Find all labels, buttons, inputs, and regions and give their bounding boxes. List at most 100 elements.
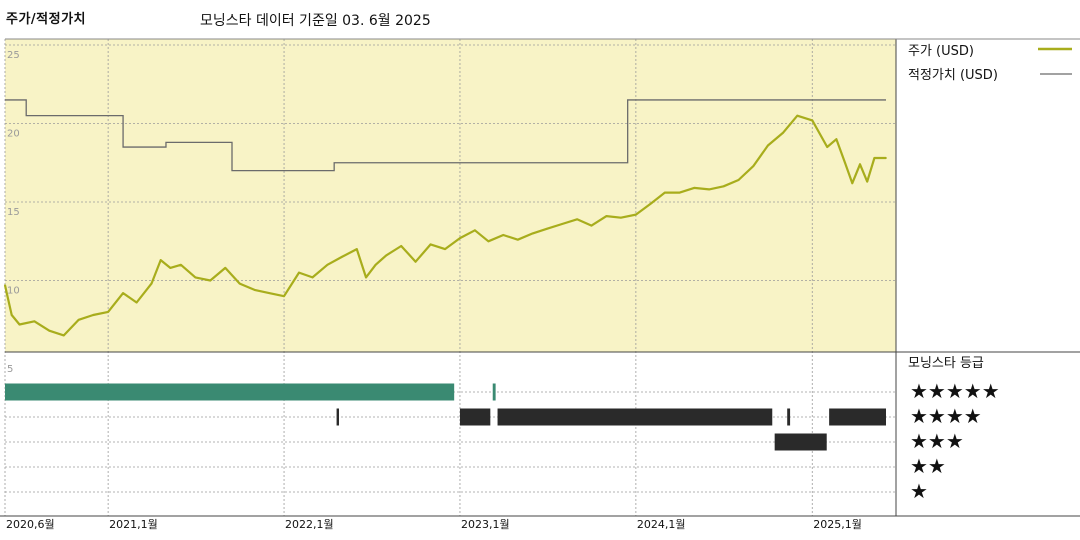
y-tick-label: 5 xyxy=(7,364,13,375)
price-point xyxy=(268,292,270,294)
price-point xyxy=(298,271,300,274)
price-point xyxy=(459,237,461,240)
star-row-1: ★ xyxy=(910,479,928,503)
price-point xyxy=(400,245,403,247)
price-point xyxy=(122,292,124,294)
price-point xyxy=(92,314,95,316)
price-point xyxy=(385,254,388,257)
price-point xyxy=(722,185,725,188)
price-point xyxy=(678,191,681,194)
rating-bar-4-star xyxy=(459,408,491,426)
price-point xyxy=(224,267,227,269)
price-point xyxy=(866,180,869,183)
y-tick-label: 25 xyxy=(7,50,20,61)
price-point xyxy=(873,157,876,159)
price-point xyxy=(635,213,637,216)
price-point xyxy=(374,263,377,266)
price-point xyxy=(238,282,241,285)
price-point xyxy=(365,276,367,279)
star-row-2: ★★ xyxy=(910,454,946,478)
price-point xyxy=(429,243,432,246)
price-point xyxy=(444,248,446,251)
price-point xyxy=(693,187,696,189)
price-point xyxy=(620,216,622,219)
price-point xyxy=(737,179,740,181)
price-point xyxy=(708,188,710,191)
rating-bar-4-star xyxy=(497,408,773,426)
price-point xyxy=(194,276,197,279)
price-point xyxy=(159,259,162,261)
page-title: 주가/적정가치 xyxy=(6,12,87,27)
price-point xyxy=(531,232,534,235)
price-point xyxy=(885,157,887,159)
price-point xyxy=(590,224,593,227)
price-point xyxy=(811,119,814,122)
price-point xyxy=(33,320,36,323)
legend-rating-label: 모닝스타 등급 xyxy=(908,356,984,371)
price-point xyxy=(487,240,490,243)
price-point xyxy=(826,146,829,148)
rating-bar-3-star xyxy=(774,433,827,451)
price-point xyxy=(355,248,358,251)
price-point xyxy=(576,218,578,221)
price-point xyxy=(767,144,769,147)
price-point xyxy=(752,165,755,167)
fair-value-line xyxy=(5,99,886,172)
x-tick-label: 2023,1월 xyxy=(461,518,510,531)
price-point xyxy=(253,289,256,291)
price-point xyxy=(663,191,666,194)
price-point xyxy=(605,215,608,218)
price-point xyxy=(283,295,285,298)
price-point xyxy=(107,311,109,313)
price-point xyxy=(414,260,417,263)
x-tick-label: 2025,1월 xyxy=(813,518,862,531)
price-point xyxy=(502,234,505,236)
price-point xyxy=(4,284,6,287)
y-tick-label: 15 xyxy=(7,207,20,218)
legend-price-label: 주가 (USD) xyxy=(908,44,974,59)
price-point xyxy=(10,314,13,316)
price-point xyxy=(859,163,861,166)
price-point xyxy=(18,323,21,326)
x-tick-label: 2021,1월 xyxy=(109,518,158,531)
price-point xyxy=(851,182,854,185)
price-point xyxy=(844,161,846,164)
rating-bar-4-star xyxy=(829,408,886,426)
price-point xyxy=(311,276,314,279)
price-point xyxy=(48,329,51,332)
price-point xyxy=(561,223,563,225)
price-point xyxy=(169,267,172,269)
price-point xyxy=(62,334,65,337)
price-point xyxy=(341,256,343,258)
price-point xyxy=(649,202,652,205)
y-tick-label: 20 xyxy=(7,129,20,140)
price-point xyxy=(516,238,519,241)
price-plot-area xyxy=(5,39,896,352)
star-row-4: ★★★★ xyxy=(910,404,982,428)
y-tick-label: 10 xyxy=(7,286,20,297)
rating-bar-4-star xyxy=(336,408,339,426)
price-point xyxy=(150,282,153,285)
rating-bar-4-star xyxy=(787,408,791,426)
price-point xyxy=(77,318,80,321)
price-point xyxy=(782,132,784,134)
legend-fair-value-label: 적정가치 (USD) xyxy=(908,68,998,83)
star-row-5: ★★★★★ xyxy=(910,379,1000,403)
price-point xyxy=(135,301,138,304)
price-point xyxy=(209,279,212,282)
price-point xyxy=(326,263,329,266)
price-point xyxy=(796,114,799,117)
legend: 주가 (USD) 적정가치 (USD) 모닝스타 등급 ★★★★★ ★★★★ ★… xyxy=(908,44,1072,503)
price-point xyxy=(180,263,182,266)
star-row-3: ★★★ xyxy=(910,429,964,453)
data-date-note: 모닝스타 데이터 기준일 03. 6월 2025 xyxy=(200,13,431,29)
x-tick-label: 2024,1월 xyxy=(637,518,686,531)
price-point xyxy=(474,229,476,232)
x-tick-label: 2022,1월 xyxy=(285,518,334,531)
price-point xyxy=(546,227,549,230)
rating-bar-5-star xyxy=(5,383,455,401)
rating-bar-5-star xyxy=(492,383,496,401)
price-point xyxy=(835,138,838,141)
x-tick-label: 2020,6월 xyxy=(6,518,55,531)
